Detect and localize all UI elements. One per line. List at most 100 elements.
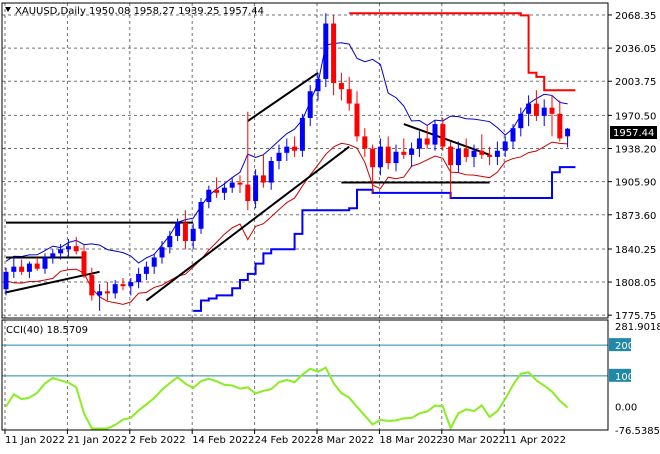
candle[interactable] [89, 267, 95, 301]
candle[interactable] [128, 277, 134, 296]
time-axis[interactable]: 11 Jan 2022 21 Jan 2022 2 Feb 2022 14 Feb 2… [4, 430, 566, 446]
candle[interactable] [268, 156, 274, 190]
candle[interactable] [494, 141, 500, 166]
candle[interactable] [315, 72, 321, 101]
candle[interactable] [549, 95, 555, 137]
candle[interactable] [362, 128, 368, 157]
channel-high-line [349, 12, 576, 92]
candle[interactable] [299, 113, 305, 157]
candle[interactable] [50, 249, 56, 264]
candle[interactable] [565, 127, 571, 148]
candle[interactable] [510, 124, 516, 149]
candle[interactable] [136, 267, 142, 289]
candle[interactable] [3, 267, 9, 296]
candle[interactable] [143, 261, 149, 281]
price-tick-label: 1905.90 [615, 178, 656, 189]
cci-tick-label: 100 [615, 372, 634, 383]
candle[interactable] [432, 119, 438, 151]
candle[interactable] [229, 177, 235, 193]
candle[interactable] [393, 144, 399, 172]
candle[interactable] [159, 241, 165, 264]
price-tick-label: 1808.05 [615, 278, 656, 289]
cci-grid [4, 320, 505, 430]
candle[interactable] [409, 142, 415, 168]
candle[interactable] [182, 210, 188, 250]
candle[interactable] [471, 144, 477, 168]
candle[interactable] [19, 259, 25, 275]
candle[interactable] [440, 117, 446, 151]
candle[interactable] [307, 85, 313, 127]
candle[interactable] [377, 138, 383, 176]
candle[interactable] [260, 154, 266, 188]
candle[interactable] [385, 136, 391, 170]
time-tick-label: 21 Jan 2022 [67, 435, 127, 446]
candle[interactable] [206, 185, 212, 209]
candle[interactable] [416, 131, 422, 157]
candle[interactable] [81, 245, 87, 278]
candle[interactable] [463, 138, 469, 163]
candle[interactable] [370, 144, 376, 193]
candle[interactable] [346, 76, 352, 111]
candle[interactable] [34, 257, 40, 271]
candle[interactable] [73, 236, 79, 255]
candle[interactable] [245, 111, 251, 211]
candle[interactable] [65, 238, 71, 258]
candle[interactable] [42, 253, 48, 274]
candle[interactable] [533, 90, 539, 121]
candle[interactable] [526, 95, 532, 127]
candle[interactable] [221, 182, 227, 201]
candle[interactable] [479, 134, 485, 159]
candle[interactable] [175, 218, 181, 242]
candle[interactable] [487, 146, 493, 166]
candle[interactable] [237, 175, 243, 193]
cci-pane-frame [1, 319, 609, 431]
candle[interactable] [253, 169, 259, 209]
dropdown-triangle-icon[interactable] [5, 7, 11, 12]
candle[interactable] [11, 257, 17, 278]
candle[interactable] [338, 72, 344, 101]
channel-low-line [193, 166, 576, 312]
candle[interactable] [198, 197, 204, 234]
candle[interactable] [97, 284, 103, 311]
candle[interactable] [276, 144, 282, 170]
cci-header-label: CCI(40) 18.5709 [6, 325, 88, 336]
cci-line [5, 366, 569, 431]
time-tick-label: 2 Feb 2022 [130, 435, 186, 446]
cci-tick-label: 0.00 [615, 403, 637, 414]
cci-tick-label: 281.9018 [615, 322, 660, 333]
candle[interactable] [214, 177, 220, 198]
candle[interactable] [323, 13, 329, 88]
candle[interactable] [167, 230, 173, 254]
candle[interactable] [190, 223, 196, 250]
candle[interactable] [455, 141, 461, 173]
main-pane-frame [1, 2, 609, 319]
time-tick-label: 11 Jan 2022 [5, 435, 65, 446]
candle[interactable] [401, 138, 407, 159]
time-tick-label: 18 Mar 2022 [379, 435, 442, 446]
time-tick-label: 30 Mar 2022 [442, 435, 505, 446]
candle[interactable] [354, 91, 360, 142]
time-tick-label: 14 Feb 2022 [192, 435, 254, 446]
time-tick-label: 24 Feb 2022 [255, 435, 317, 446]
candles[interactable] [3, 13, 571, 311]
candle[interactable] [151, 253, 157, 274]
price-tick-label: 2036.05 [615, 44, 656, 55]
candle[interactable] [518, 107, 524, 137]
candle[interactable] [557, 100, 563, 142]
price-axis[interactable]: 2068.35 2036.05 2003.75 1970.50 1938.20 1905.… [608, 11, 656, 322]
candle[interactable] [26, 261, 32, 278]
candle[interactable] [120, 277, 126, 291]
candle[interactable] [112, 280, 118, 299]
candle[interactable] [541, 99, 547, 127]
candle[interactable] [104, 282, 110, 301]
candle[interactable] [448, 141, 454, 198]
cci-axis: 281.9018 200 100 0.00 -76.5385 [609, 322, 660, 437]
candle[interactable] [502, 136, 508, 157]
candle[interactable] [292, 136, 298, 157]
candle[interactable] [424, 126, 430, 149]
candle[interactable] [58, 244, 64, 260]
candle[interactable] [331, 15, 337, 96]
candle[interactable] [284, 138, 290, 162]
